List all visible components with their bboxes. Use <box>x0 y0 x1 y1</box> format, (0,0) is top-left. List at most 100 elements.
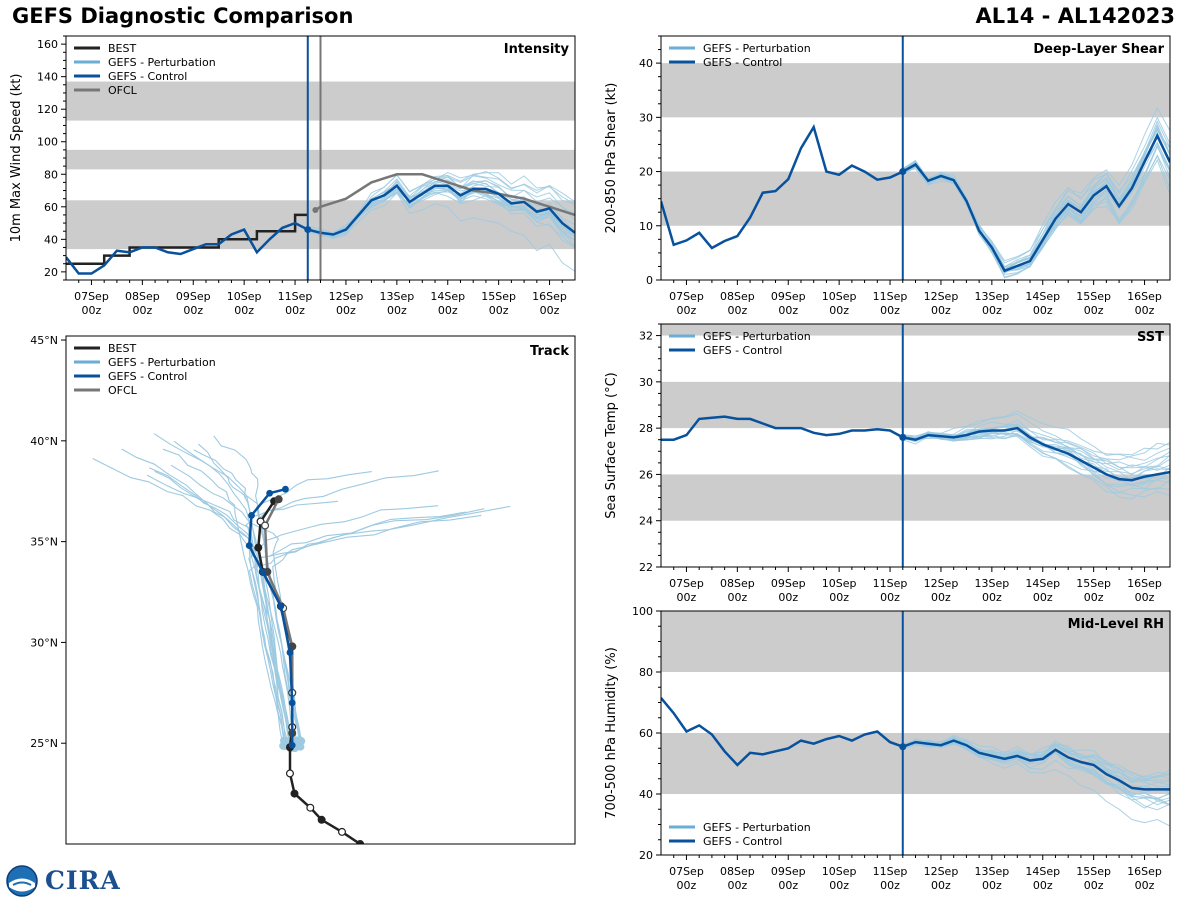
x-tick-label: 11Sep <box>873 865 908 878</box>
x-tick-label: 15Sep <box>1076 290 1111 303</box>
x-tick-label: 00z <box>778 591 798 604</box>
best-track-point <box>306 803 315 812</box>
x-tick-label: 00z <box>336 304 356 317</box>
perturbation-member-track <box>256 471 372 747</box>
perturbation-member-track <box>146 474 286 747</box>
ofcl-line <box>314 173 575 217</box>
logo-text: CIRA <box>45 866 121 895</box>
x-tick-label: 14Sep <box>1025 865 1060 878</box>
x-tick-label: 09Sep <box>771 290 806 303</box>
y-axis: 22 24 26 28 30 32 <box>639 323 661 574</box>
y-tick-label: 30 <box>639 111 653 124</box>
x-tick-label: 12Sep <box>924 865 959 878</box>
y-tick-label: 80 <box>639 666 653 679</box>
sst-plot-area <box>661 410 1170 500</box>
perturbation-start-marker <box>297 737 306 746</box>
x-tick-label: 14Sep <box>1025 290 1060 303</box>
x-tick-label: 00z <box>829 879 849 892</box>
panel-title: Mid-Level RH <box>1068 617 1164 632</box>
x-tick-label: 00z <box>234 304 254 317</box>
x-tick-label: 16Sep <box>532 290 567 303</box>
perturbation-member-track <box>121 448 285 741</box>
y-axis: 0 10 20 30 40 <box>639 35 661 287</box>
x-tick-label: 00z <box>880 591 900 604</box>
legend-label: GEFS - Perturbation <box>108 56 216 69</box>
x-tick-label: 00z <box>489 304 509 317</box>
control-track-point <box>286 649 294 656</box>
x-tick-label: 00z <box>727 304 747 317</box>
lat-axis: 25°N 30°N 35°N 40°N 45°N <box>30 334 66 750</box>
x-tick-label: 00z <box>387 304 407 317</box>
x-tick-label: 15Sep <box>1076 577 1111 590</box>
x-tick-label: 10Sep <box>227 290 262 303</box>
x-tick-label: 11Sep <box>873 577 908 590</box>
y-tick-label: 100 <box>37 136 58 149</box>
x-tick-label: 12Sep <box>924 577 959 590</box>
lat-tick-label: 35°N <box>30 536 58 549</box>
x-tick-label: 08Sep <box>125 290 160 303</box>
x-tick-label: 00z <box>778 304 798 317</box>
legend-label: GEFS - Perturbation <box>108 356 216 369</box>
y-tick-label: 60 <box>44 201 58 214</box>
x-tick-label: 14Sep <box>430 290 465 303</box>
x-tick-label: 09Sep <box>771 865 806 878</box>
shear-plot-area <box>661 106 1170 279</box>
control-series-line <box>661 415 1170 482</box>
x-tick-label: 13Sep <box>974 577 1009 590</box>
y-axis-label: 10m Max Wind Speed (kt) <box>9 74 24 243</box>
best-track-line <box>66 213 308 265</box>
y-tick-label: 10 <box>639 220 653 233</box>
x-tick-label: 09Sep <box>176 290 211 303</box>
x-tick-label: 00z <box>1135 304 1155 317</box>
x-tick-label: 00z <box>1033 591 1053 604</box>
perturbation-member-line <box>902 419 1170 476</box>
threshold-band <box>661 324 1170 336</box>
y-tick-label: 160 <box>37 38 58 51</box>
panel-title: Deep-Layer Shear <box>1033 42 1164 57</box>
y-tick-label: 80 <box>44 168 58 181</box>
y-tick-label: 60 <box>639 727 653 740</box>
x-tick-label: 09Sep <box>771 577 806 590</box>
x-tick-label: 07Sep <box>669 865 704 878</box>
x-tick-label: 00z <box>677 879 697 892</box>
x-tick-label: 00z <box>829 304 849 317</box>
perturbation-member-line <box>902 413 1170 475</box>
perturbation-member-track <box>162 448 284 747</box>
perturbation-member-line <box>307 192 575 272</box>
axes-frame <box>660 323 1171 568</box>
panel-title: Intensity <box>504 42 570 57</box>
threshold-band <box>661 611 1170 672</box>
y-tick-label: 28 <box>639 422 653 435</box>
x-tick-label: 11Sep <box>873 290 908 303</box>
x-tick-label: 00z <box>1033 879 1053 892</box>
legend-label: GEFS - Control <box>703 835 782 848</box>
cira-logo: CIRA <box>5 864 120 898</box>
y-tick-label: 40 <box>639 788 653 801</box>
x-tick-label: 00z <box>880 879 900 892</box>
x-tick-label: 08Sep <box>720 577 755 590</box>
legend-label: OFCL <box>108 84 138 97</box>
x-axis: 07Sep00z08Sep00z09Sep00z10Sep00z11Sep00z… <box>669 280 1162 317</box>
x-tick-label: 00z <box>982 304 1002 317</box>
rh-plot-area <box>661 697 1170 827</box>
x-axis: 07Sep00z08Sep00z09Sep00z10Sep00z11Sep00z… <box>669 855 1162 892</box>
perturbation-member-track <box>154 470 296 749</box>
y-axis: 20 40 60 80 100 120 140 160 <box>37 35 66 281</box>
x-tick-label: 13Sep <box>379 290 414 303</box>
legend-label: GEFS - Perturbation <box>703 42 811 55</box>
x-tick-label: 00z <box>727 591 747 604</box>
ofcl-track-point <box>261 521 270 530</box>
storm-id-title: AL14 - AL142023 <box>975 4 1176 28</box>
x-tick-label: 00z <box>132 304 152 317</box>
x-tick-label: 00z <box>982 879 1002 892</box>
x-tick-label: 10Sep <box>822 865 857 878</box>
threshold-band <box>661 381 1170 429</box>
perturbation-member-line <box>902 106 1170 270</box>
best-track-point <box>337 827 346 836</box>
control-series-line <box>661 697 1170 791</box>
